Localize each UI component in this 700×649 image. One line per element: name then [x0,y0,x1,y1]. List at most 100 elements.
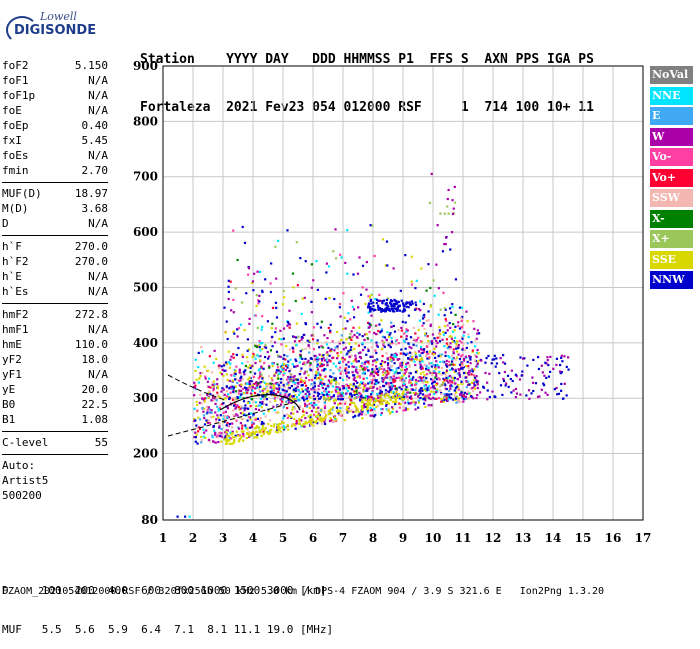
echo-point [284,393,287,396]
echo-point [410,388,413,391]
echo-point [369,305,372,309]
echo-point [328,296,331,300]
echo-point [276,354,280,357]
echo-point [264,278,267,281]
echo-point [219,396,222,399]
echo-point [310,300,313,303]
echo-point [239,372,243,375]
echo-point [392,390,395,394]
param-row: B0 22.5 [2,397,108,412]
echo-point [197,366,200,369]
header-row1: Station YYYY DAY DDD HHMMSS P1 FFS S AXN… [140,52,594,67]
echo-point [254,345,257,348]
echo-point [378,387,381,390]
y-tick-label: 700 [133,170,158,184]
echo-point [495,362,499,365]
echo-point [384,264,387,267]
echo-point [319,376,322,379]
echo-point [299,369,302,373]
echo-point [407,342,410,345]
echo-point [216,386,220,390]
echo-point [313,359,316,362]
echo-point [320,344,323,348]
echo-point [447,393,450,396]
echo-point [312,326,316,329]
echo-point [293,378,297,381]
echo-point [326,337,329,340]
echo-point [472,386,476,389]
echo-point [448,307,452,310]
echo-point [235,378,238,381]
echo-point [412,400,415,403]
echo-point [277,411,280,414]
echo-point [316,394,320,397]
param-row: h`F 270.0 [2,239,108,254]
echo-point [281,363,284,366]
echo-point [241,225,244,229]
echo-point [300,367,303,370]
echo-point [308,378,311,382]
echo-point [309,418,312,421]
echo-point [274,245,277,248]
echo-point [353,376,356,379]
echo-point [197,381,200,384]
echo-point [390,359,393,362]
echo-point [433,294,436,297]
echo-point [388,396,391,399]
param-value: 18.0 [81,353,109,366]
echo-point [344,400,347,403]
x-tick-label: 9 [399,531,407,545]
echo-point [301,384,304,387]
echo-point [330,379,333,382]
echo-point [201,350,204,353]
plot-echo-points [176,172,570,518]
echo-point [299,256,302,260]
echo-point [358,412,361,415]
echo-point [438,370,441,374]
echo-point [383,336,386,339]
echo-point [287,381,290,384]
echo-point [208,421,212,425]
echo-point [439,393,443,396]
param-row: h`Es N/A [2,284,108,299]
echo-point [356,272,360,275]
echo-point [261,341,264,345]
echo-point [286,229,289,232]
echo-point [313,382,316,385]
echo-point [224,431,227,434]
echo-point [327,386,330,389]
echo-point [354,391,357,395]
echo-point [225,385,228,388]
echo-point [391,406,394,409]
echo-point [393,380,397,383]
echo-point [426,381,429,384]
echo-point [223,414,227,418]
echo-point [456,377,460,381]
echo-point [280,338,283,341]
echo-point [328,393,331,397]
echo-point [567,356,570,359]
echo-point [267,423,270,426]
echo-point [467,373,471,376]
echo-point [449,345,452,349]
echo-point [316,342,319,345]
echo-point [507,385,510,388]
echo-point [560,356,563,359]
echo-point [288,396,292,399]
echo-point [277,377,280,380]
echo-point [308,393,311,396]
echo-point [361,409,364,412]
echo-point [416,376,420,379]
echo-point [400,348,403,351]
echo-point [356,375,359,379]
echo-point [254,401,257,404]
echo-point [336,357,339,360]
echo-point [419,387,423,390]
echo-point [477,332,481,335]
echo-point [311,404,314,407]
echo-point [511,379,514,383]
echo-point [424,387,427,390]
echo-point [212,385,215,388]
echo-point [218,366,221,370]
echo-point [410,352,413,355]
